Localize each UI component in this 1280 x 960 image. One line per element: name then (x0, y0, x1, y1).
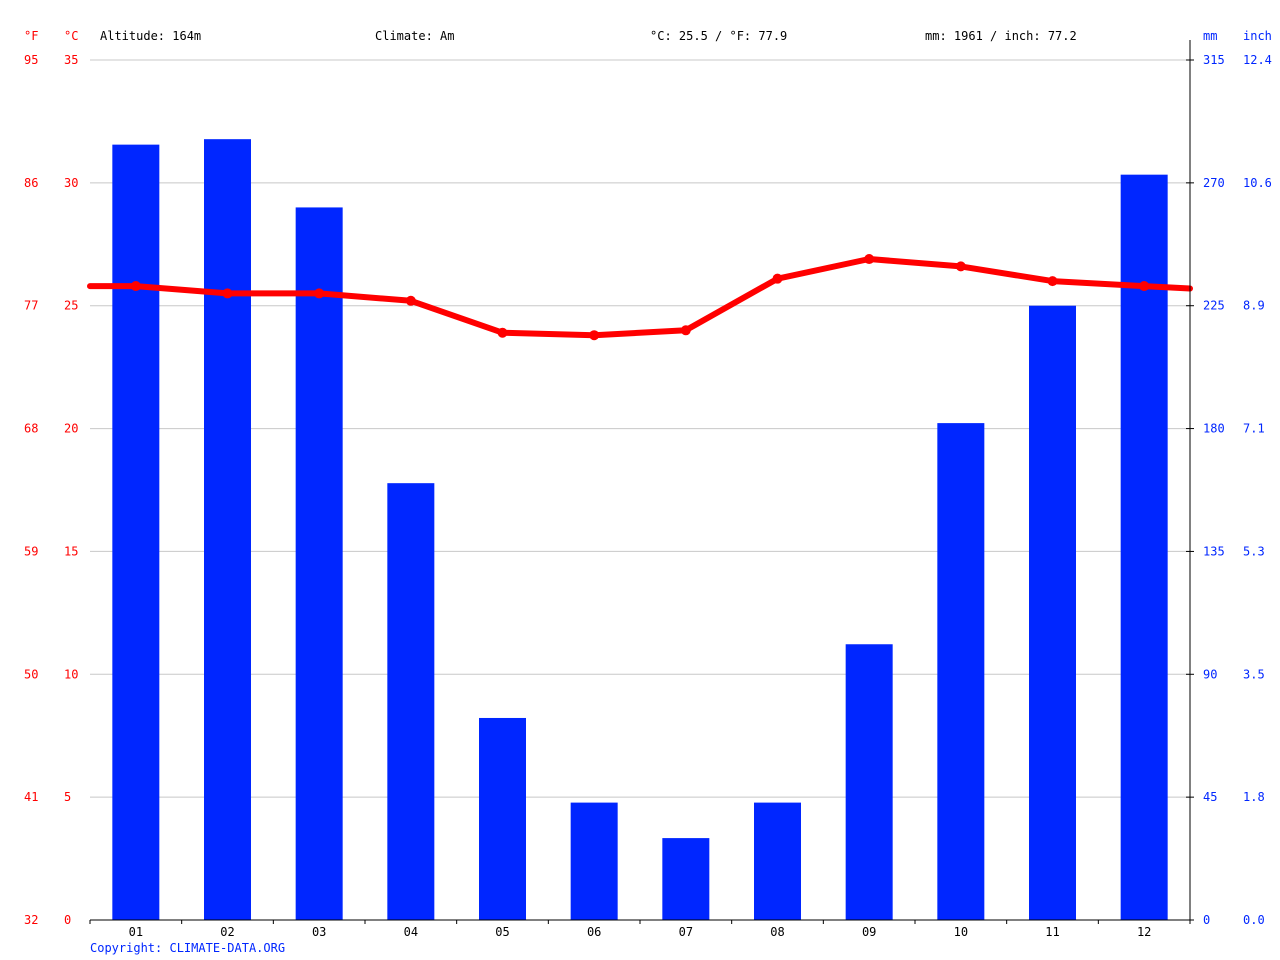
y-tick-inch: 7.1 (1243, 422, 1265, 436)
y-tick-celsius: 25 (64, 299, 78, 313)
temperature-point (589, 330, 600, 341)
y-tick-fahrenheit: 32 (24, 913, 38, 927)
precipitation-bar (937, 423, 985, 920)
y-tick-fahrenheit: 86 (24, 176, 38, 190)
y-tick-inch: 8.9 (1243, 299, 1265, 313)
tick-labels: 32 0 0 0.0 41 5 45 1.8 50 10 90 3.5 59 15 135 5.3 68 20 18… (24, 53, 1272, 939)
y-tick-fahrenheit: 50 (24, 667, 38, 681)
precipitation-bar (387, 483, 435, 920)
y-tick-mm: 0 (1203, 913, 1210, 927)
y-tick-inch: 3.5 (1243, 667, 1265, 681)
temperature-point (130, 281, 141, 292)
precipitation-bar (112, 144, 160, 921)
inch-unit-label: inch (1243, 29, 1272, 43)
y-tick-celsius: 20 (64, 422, 78, 436)
temperature-point (497, 327, 508, 338)
precipitation-bar (1029, 305, 1076, 920)
celsius-unit-label: °C (64, 29, 78, 43)
fahrenheit-unit-label: °F (24, 29, 38, 43)
temperature-point (955, 261, 966, 272)
temperature-point (1139, 281, 1150, 292)
temperature-line-path (87, 256, 1193, 339)
precipitation-bars (112, 139, 1168, 921)
y-tick-celsius: 5 (64, 790, 71, 804)
y-tick-mm: 315 (1203, 53, 1225, 67)
y-tick-inch: 10.6 (1243, 176, 1272, 190)
y-tick-mm: 225 (1203, 299, 1225, 313)
y-tick-fahrenheit: 77 (24, 299, 38, 313)
precipitation-bar (845, 644, 893, 920)
y-tick-mm: 180 (1203, 422, 1225, 436)
temperature-point (314, 288, 325, 299)
axes (89, 40, 1194, 924)
y-tick-celsius: 10 (64, 667, 78, 681)
y-tick-fahrenheit: 41 (24, 790, 38, 804)
temperature-point (680, 325, 691, 336)
average-temperature-label: °C: 25.5 / °F: 77.9 (650, 29, 787, 43)
y-tick-inch: 1.8 (1243, 790, 1265, 804)
y-tick-fahrenheit: 59 (24, 544, 38, 558)
x-tick-label: 08 (770, 925, 784, 939)
temperature-line (87, 254, 1193, 341)
gridlines (90, 59, 1190, 798)
x-tick-label: 01 (129, 925, 143, 939)
y-tick-celsius: 0 (64, 913, 71, 927)
y-tick-fahrenheit: 68 (24, 422, 38, 436)
x-tick-label: 03 (312, 925, 326, 939)
y-tick-mm: 90 (1203, 667, 1217, 681)
y-tick-inch: 0.0 (1243, 913, 1265, 927)
precipitation-bar (204, 139, 251, 920)
precipitation-bar (295, 207, 343, 920)
y-tick-celsius: 30 (64, 176, 78, 190)
y-tick-inch: 12.4 (1243, 53, 1272, 67)
x-tick-label: 09 (862, 925, 876, 939)
temperature-point (222, 288, 233, 299)
y-tick-mm: 45 (1203, 790, 1217, 804)
y-tick-inch: 5.3 (1243, 544, 1265, 558)
y-tick-celsius: 35 (64, 53, 78, 67)
precipitation-bar (1120, 174, 1168, 920)
x-tick-label: 12 (1137, 925, 1151, 939)
annual-precipitation-label: mm: 1961 / inch: 77.2 (925, 29, 1077, 43)
temperature-point (405, 295, 416, 306)
y-tick-celsius: 15 (64, 544, 78, 558)
climate-label: Climate: Am (375, 29, 454, 43)
temperature-point (772, 273, 783, 284)
temperature-point (1047, 276, 1058, 287)
temperature-point (864, 254, 875, 265)
y-tick-fahrenheit: 95 (24, 53, 38, 67)
x-tick-label: 04 (404, 925, 418, 939)
precipitation-bar (754, 802, 801, 920)
chart-header: °F °C Altitude: 164m Climate: Am °C: 25.… (24, 29, 1272, 43)
precipitation-bar (662, 838, 710, 920)
precipitation-bar (570, 802, 618, 920)
x-tick-label: 02 (220, 925, 234, 939)
x-tick-label: 05 (495, 925, 509, 939)
precipitation-bar (479, 717, 526, 920)
mm-unit-label: mm (1203, 29, 1217, 43)
copyright-label: Copyright: CLIMATE-DATA.ORG (90, 941, 285, 955)
x-tick-label: 11 (1045, 925, 1059, 939)
x-tick-label: 06 (587, 925, 601, 939)
y-tick-mm: 270 (1203, 176, 1225, 190)
x-tick-label: 10 (954, 925, 968, 939)
altitude-label: Altitude: 164m (100, 29, 201, 43)
y-tick-mm: 135 (1203, 544, 1225, 558)
x-tick-label: 07 (679, 925, 693, 939)
